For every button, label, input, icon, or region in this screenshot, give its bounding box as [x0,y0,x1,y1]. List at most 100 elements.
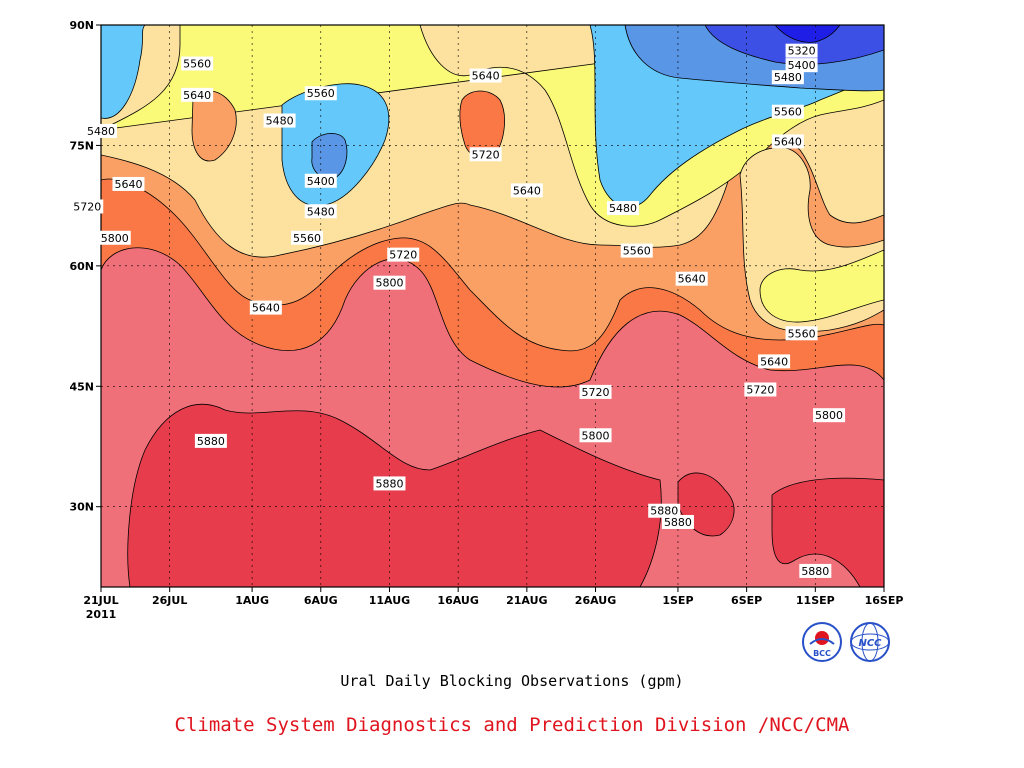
contour-label: 5800 [579,428,612,443]
blob-5400-aug [311,133,348,180]
contour-label-bg [648,503,681,518]
contour-label-text: 5640 [760,355,788,368]
contour-label: 5800 [373,275,406,290]
y-tick-label: 45N [69,380,94,393]
contour-label-bg [771,134,804,149]
x-tick-label: 11AUG [369,594,410,607]
bcc-logo-text: BCC [813,649,831,658]
credit-line: Climate System Diagnostics and Predictio… [174,714,850,736]
contour-label-text: 5720 [472,148,500,161]
contour-label-bg [263,113,296,128]
x-tick-label: 26JUL [152,594,187,607]
contour-label-bg [469,147,502,162]
contour-label-bg [785,43,818,58]
contour-label-bg [607,201,639,216]
contour-label-text: 5720 [73,200,101,213]
axes: 21JUL 26JUL 1AUG 6AUG 11AUG 16AUG 21AUG 26AUG 1S… [69,19,903,621]
contour-label-bg [785,326,818,341]
contour-label-text: 5880 [650,505,678,518]
contour-label-bg [758,354,791,369]
contour-label-text: 5640 [183,89,211,102]
x-tick-label: 6SEP [731,594,762,607]
contour-label-text: 5480 [266,115,294,128]
contour-label: 5640 [758,354,791,369]
contour-label-text: 5480 [87,125,115,138]
contour-label-bg [579,428,612,443]
contour-label-bg [249,300,282,315]
contour-label-text: 5400 [307,175,335,188]
contour-label-text: 5720 [389,249,417,262]
contour-label-bg [620,243,653,258]
contour-label-bg [771,104,804,119]
chart-title: Ural Daily Blocking Observations (gpm) [340,672,684,690]
contour-label-bg [304,173,337,188]
contour-label-text: 5400 [788,59,816,72]
x-tick-label: 16AUG [437,594,478,607]
contour-label-bg [181,87,214,102]
fill-above-5960-b [771,477,884,587]
contour-label-bg [510,183,543,198]
x-tick-label: 1SEP [662,594,693,607]
contour-label: 5560 [785,326,818,341]
contour-label: 5720 [71,199,104,214]
contour-label-text: 5880 [801,565,829,578]
contour-label-text: 5800 [582,429,610,442]
contour-label-bg [744,382,777,397]
gridlines [101,25,884,587]
contour-label-bg [98,230,131,245]
contour-label: 5640 [249,300,282,315]
contour-label: 5560 [304,86,337,101]
contour-label-bg [85,123,117,138]
contour-label: 5880 [648,503,681,518]
plot-area [101,25,884,587]
contour-label-bg [291,230,324,245]
contour-label-text: 5880 [197,435,225,448]
contour-label-text: 5560 [183,58,211,71]
contour-label: 5560 [771,104,804,119]
contour-label-text: 5720 [582,386,610,399]
contour-label: 5880 [799,563,832,578]
contour-label-text: 5560 [293,232,321,245]
contour-label: 5480 [607,201,639,216]
x-year-label: 2011 [86,608,117,621]
contour-label: 5880 [194,433,227,448]
contour-label: 5560 [620,243,653,258]
contour-label-text: 5640 [678,273,706,286]
contour-labels: 5560 5640 5480 5640 5720 5800 5560 5480 5400 5480… [71,43,846,578]
contour-label-bg [112,176,145,191]
contour-label-bg [771,70,804,85]
fill-above-5960-a [127,403,662,587]
ncc-logo-text: NCC [858,638,882,649]
contour-label-text: 5320 [788,45,816,58]
contour-label-bg [813,408,846,423]
contour-label: 5640 [181,87,214,102]
contour-label-text: 5560 [307,87,335,100]
contour-label-text: 5560 [788,327,816,340]
contour-label-text: 5800 [815,409,843,422]
contour-label: 5880 [373,476,406,491]
contour-label-text: 5560 [774,106,802,119]
plot-frame [100,24,885,588]
contour-label-bg [387,247,420,262]
y-tick-label: 30N [69,501,94,514]
contour-label-text: 5480 [307,205,335,218]
contour-label-text: 5640 [252,302,280,315]
contour-label-bg [373,476,406,491]
contour-label: 5720 [744,382,777,397]
contour-label: 5720 [469,147,502,162]
contour-label: 5400 [785,58,818,72]
contour-label-bg [799,563,832,578]
x-tick-label: 26AUG [575,594,616,607]
contour-label: 5640 [510,183,543,198]
contour-label: 5560 [291,230,324,245]
x-tick-label: 11SEP [796,594,835,607]
y-tick-label: 90N [69,19,94,32]
blob-5720-jul [191,90,237,162]
contour-label-text: 5640 [774,135,802,148]
contour-label-text: 5800 [101,232,129,245]
x-tick-label: 21AUG [506,594,547,607]
x-tick-label: 21JUL [83,594,118,607]
ncc-logo-icon: NCC [850,622,890,662]
contour-label-bg [304,86,337,101]
